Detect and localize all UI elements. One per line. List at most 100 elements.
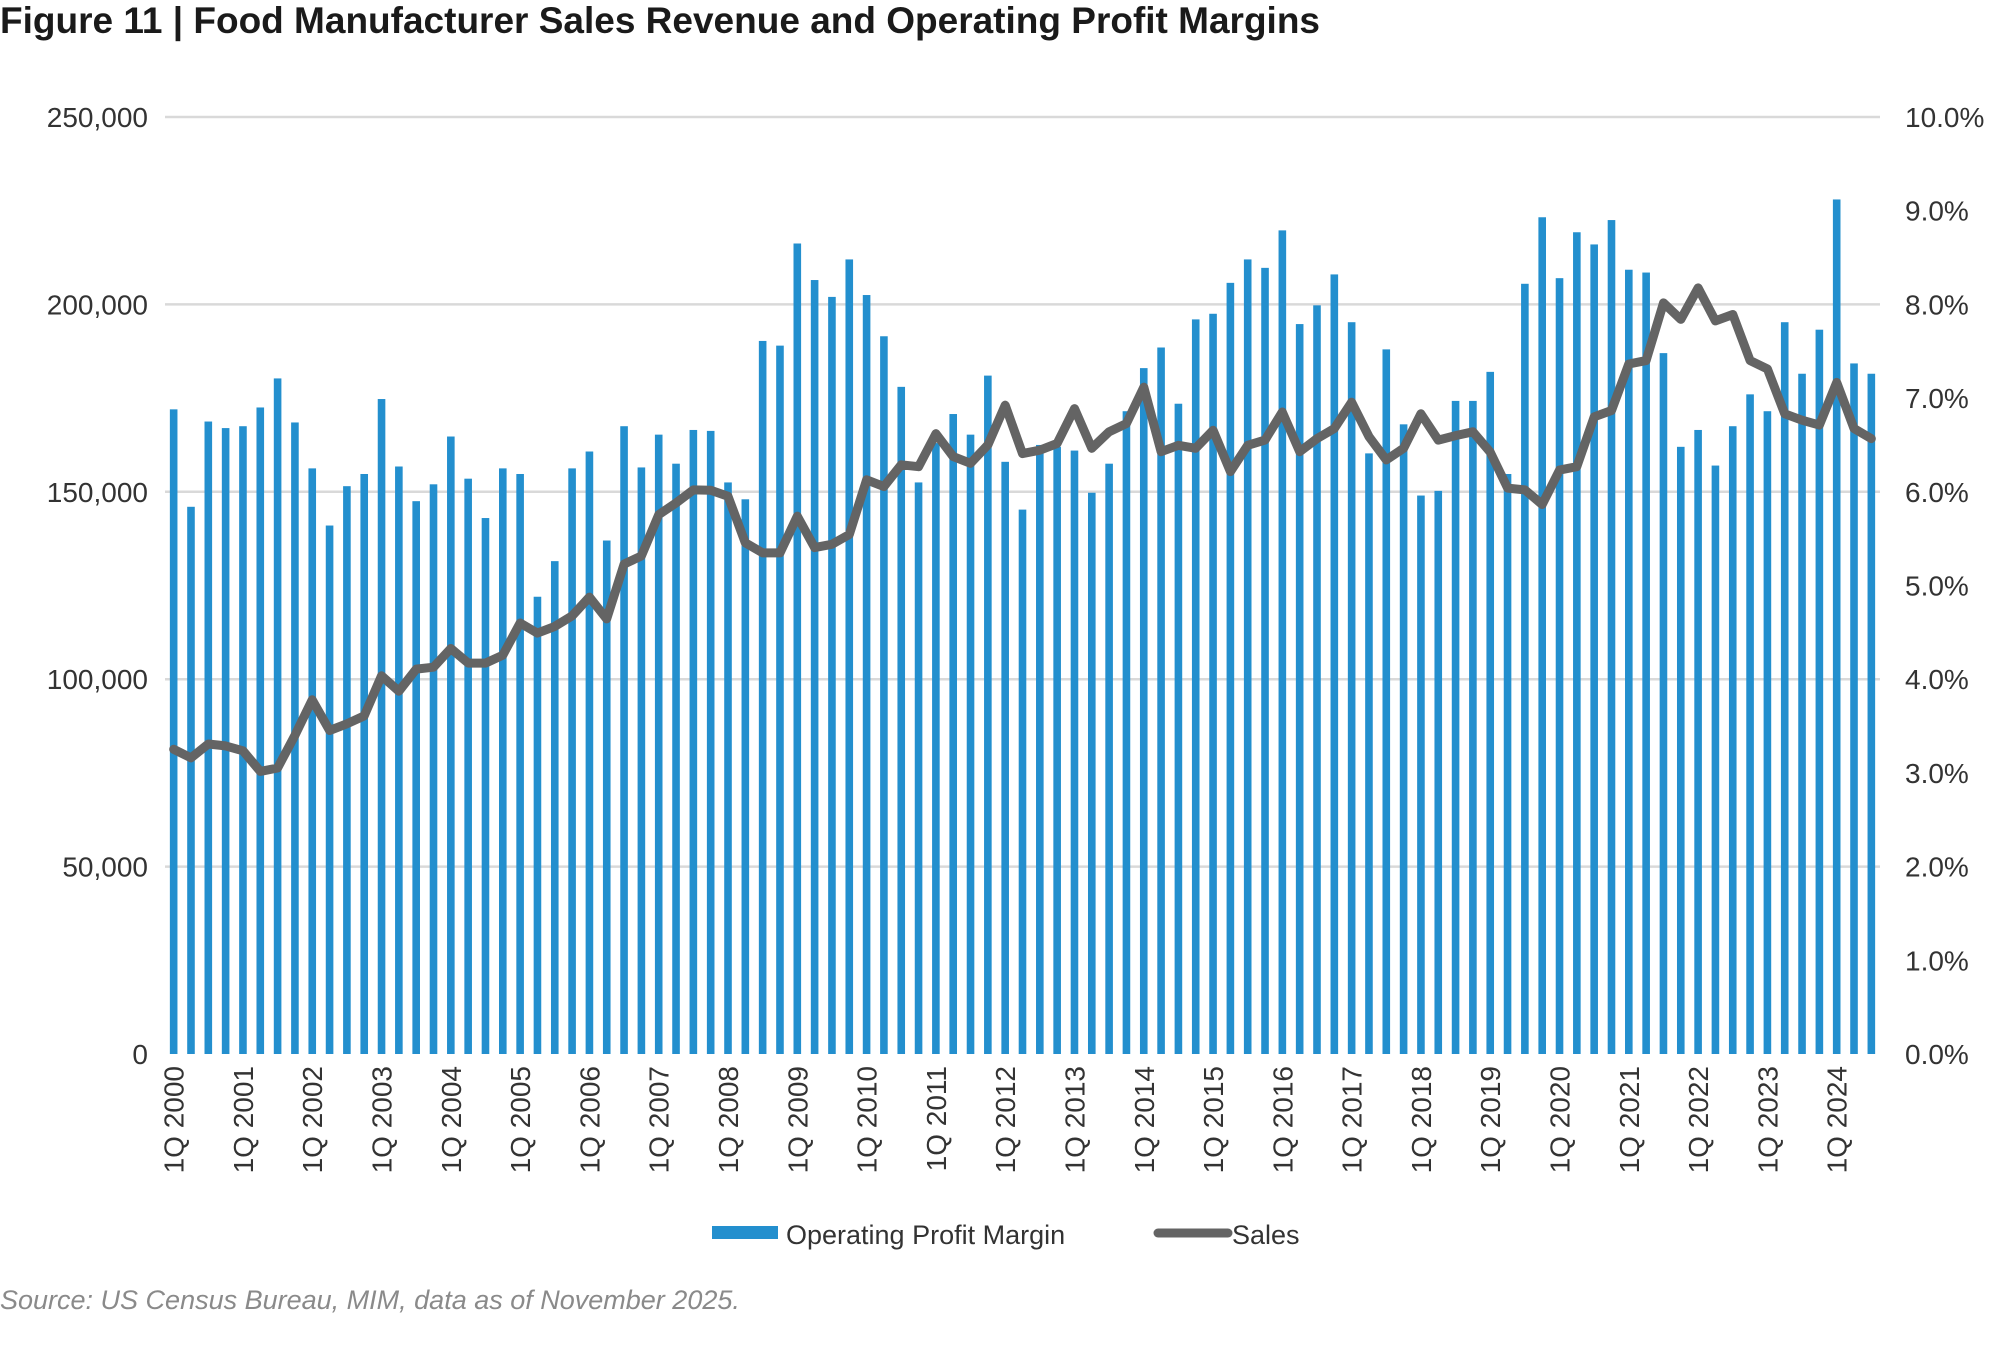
bar [533, 596, 542, 1054]
x-axis-tick-label: 1Q 2007 [644, 1066, 675, 1173]
bar [1521, 283, 1529, 1054]
bar [1607, 220, 1616, 1054]
bar [758, 340, 767, 1054]
right-axis-tick-label: 8.0% [1905, 289, 1969, 320]
bar [949, 414, 958, 1054]
bar-series-operating-profit-margin [169, 199, 1876, 1055]
x-axis-tick-label: 1Q 2022 [1683, 1066, 1714, 1173]
bar [724, 482, 732, 1054]
bar [1139, 368, 1148, 1055]
bar [1625, 269, 1633, 1055]
bar [1642, 272, 1650, 1054]
right-axis-tick-label: 10.0% [1905, 102, 1984, 133]
bar [187, 506, 195, 1054]
bar [1243, 259, 1252, 1054]
bar [1226, 282, 1235, 1054]
bar [1451, 400, 1460, 1054]
bar [1191, 319, 1200, 1055]
bar [1711, 465, 1720, 1055]
bar [1469, 400, 1477, 1054]
bar [602, 540, 611, 1054]
x-axis-tick-label: 1Q 2023 [1752, 1066, 1783, 1173]
right-axis-tick-label: 4.0% [1905, 664, 1969, 695]
x-axis-tick-label: 1Q 2010 [852, 1066, 883, 1173]
bar [221, 428, 230, 1055]
bar [810, 280, 819, 1055]
bar [204, 421, 213, 1054]
bar [1018, 509, 1027, 1054]
bar [1261, 267, 1269, 1054]
bar [412, 501, 420, 1054]
bar [1417, 495, 1425, 1055]
bar [1694, 429, 1702, 1054]
x-axis-tick-label: 1Q 2011 [921, 1066, 952, 1171]
bar [914, 482, 923, 1054]
bar [1780, 322, 1789, 1054]
bar [239, 426, 247, 1055]
bar [966, 434, 975, 1054]
bar [1174, 403, 1183, 1054]
bar [1382, 349, 1391, 1055]
x-axis-tick-label: 1Q 2003 [367, 1066, 398, 1173]
bar [395, 466, 403, 1055]
x-axis-tick-label: 1Q 2015 [1198, 1066, 1229, 1173]
bar [1538, 217, 1546, 1054]
bar [1676, 446, 1685, 1055]
bar [880, 336, 888, 1054]
line-series-sales [169, 283, 1876, 776]
bar [1815, 329, 1824, 1055]
bar [360, 473, 369, 1054]
x-axis-tick-label: 1Q 2001 [228, 1066, 259, 1173]
bar [1122, 411, 1131, 1054]
left-axis-tick-label: 0 [132, 1039, 148, 1070]
bar [1053, 446, 1061, 1055]
bar [550, 561, 559, 1054]
legend: Operating Profit Margin Sales [712, 1220, 1300, 1250]
right-axis-tick-label: 6.0% [1905, 477, 1969, 508]
x-axis-tick-labels: 1Q 2000 1Q 2001 1Q 2002 1Q 2003 1Q 2004 1Q 20… [159, 1066, 1853, 1173]
bar [1001, 461, 1009, 1054]
x-axis-tick-label: 1Q 2013 [1059, 1066, 1090, 1173]
bar [325, 525, 334, 1054]
right-axis-tick-label: 1.0% [1905, 945, 1969, 976]
bar [1070, 450, 1079, 1054]
x-axis-tick-label: 1Q 2017 [1337, 1066, 1368, 1173]
legend-label-sales: Sales [1232, 1220, 1300, 1250]
bar [568, 468, 576, 1054]
legend-swatch-operating-profit-margin [712, 1226, 778, 1239]
x-axis-tick-label: 1Q 2012 [990, 1066, 1021, 1173]
left-axis-tick-label: 50,000 [62, 852, 148, 883]
x-axis-tick-label: 1Q 2018 [1406, 1066, 1437, 1173]
bar [585, 451, 594, 1054]
bar [1105, 463, 1113, 1054]
left-axis-tick-label: 150,000 [47, 477, 148, 508]
x-axis-tick-label: 1Q 2004 [436, 1066, 467, 1173]
right-axis-tick-label: 0.0% [1905, 1039, 1969, 1070]
bar [308, 468, 317, 1054]
left-axis-tick-label: 100,000 [47, 664, 148, 695]
bar [828, 296, 836, 1054]
bar [1157, 347, 1165, 1054]
bar [776, 345, 784, 1054]
x-axis-tick-label: 1Q 2024 [1822, 1066, 1853, 1173]
bar [1295, 324, 1304, 1054]
left-axis-tick-labels: 0 50,000 100,000 150,000 200,000 250,000 [47, 102, 148, 1070]
right-axis-tick-label: 2.0% [1905, 852, 1969, 883]
bar [706, 430, 715, 1054]
bar [1503, 473, 1512, 1054]
bar [256, 407, 265, 1055]
x-axis-tick-label: 1Q 2019 [1475, 1066, 1506, 1173]
bar [1659, 353, 1668, 1054]
right-axis-tick-label: 7.0% [1905, 383, 1969, 414]
bar [343, 486, 351, 1055]
bar [1347, 322, 1356, 1054]
bar [273, 378, 282, 1055]
bar [464, 478, 472, 1054]
bar [689, 429, 698, 1054]
bar [1087, 492, 1096, 1054]
bar [741, 499, 750, 1054]
bar [1590, 244, 1598, 1054]
bar [1832, 199, 1841, 1054]
bar [1798, 373, 1806, 1054]
